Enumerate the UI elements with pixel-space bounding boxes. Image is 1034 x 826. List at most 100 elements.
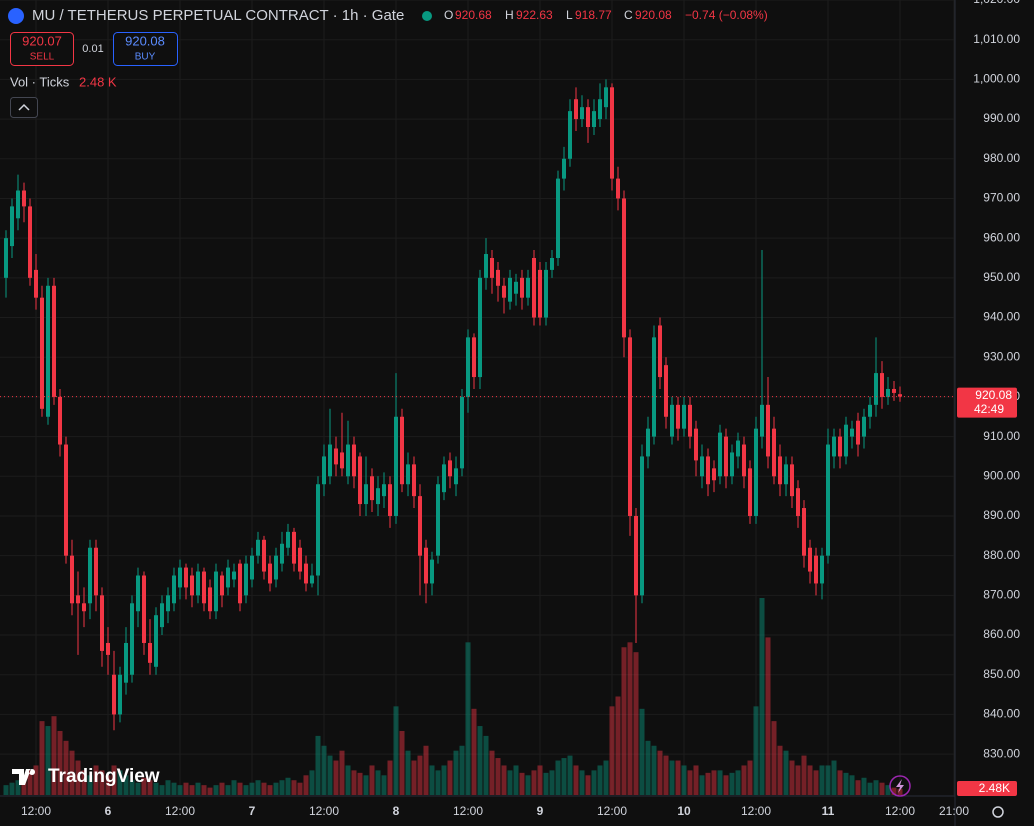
candle-body (628, 337, 632, 516)
volume-bar (27, 770, 33, 795)
candle-body (82, 603, 86, 612)
volume-bar (375, 770, 381, 795)
candle-body (388, 484, 392, 516)
y-tick-label: 950.00 (983, 270, 1020, 284)
volume-bar (711, 770, 717, 795)
volume-bar (219, 782, 225, 795)
candle-body (868, 404, 872, 417)
candle-body (832, 436, 836, 457)
volume-bar (471, 708, 477, 795)
volume-bar (177, 785, 183, 795)
candle-body (850, 428, 854, 437)
y-tick-label: 1,010.00 (973, 32, 1020, 46)
volume-bar (867, 782, 873, 795)
x-tick-label: 9 (537, 804, 544, 818)
volume-bar (315, 735, 321, 795)
volume-bar (861, 777, 867, 795)
candle-body (778, 456, 782, 485)
volume-bar (243, 785, 249, 795)
volume-bar (531, 770, 537, 795)
x-tick-label: 21:00 (939, 804, 969, 818)
candle-body (406, 464, 410, 485)
candle-body (52, 285, 56, 397)
volume-bar (21, 775, 27, 795)
candle-body (886, 388, 890, 397)
candle-body (334, 448, 338, 465)
volume-bar (99, 770, 105, 795)
candle-body (268, 563, 272, 584)
candle-body (412, 464, 416, 497)
volume-bar (759, 598, 765, 795)
x-tick-label: 12:00 (885, 804, 915, 818)
candle-body (676, 404, 680, 429)
x-tick-label: 12:00 (165, 804, 195, 818)
volume-bar (687, 770, 693, 795)
y-tick-label: 910.00 (983, 429, 1020, 443)
status-dot (422, 11, 432, 21)
candle-body (424, 547, 428, 584)
candle-body (844, 424, 848, 457)
candle-body (622, 198, 626, 338)
y-tick-label: 980.00 (983, 151, 1020, 165)
volume-bar (105, 775, 111, 795)
candle-body (532, 257, 536, 318)
candle-body (298, 547, 302, 572)
candle-body (244, 563, 248, 596)
candle-body (502, 285, 506, 298)
candle-body (22, 190, 26, 207)
x-tick-label: 8 (393, 804, 400, 818)
collapse-button[interactable] (10, 97, 38, 118)
volume-bar (417, 755, 423, 795)
volume-bar (381, 775, 387, 795)
candle-body (232, 571, 236, 580)
buy-button[interactable] (113, 32, 178, 66)
volume-bar (225, 785, 231, 795)
symbol-title[interactable]: MU / TETHERUS PERPETUAL CONTRACT · 1h · … (32, 7, 404, 24)
volume-bar (63, 740, 69, 795)
volume-bar (93, 765, 99, 795)
candle-body (34, 269, 38, 298)
candle-body (448, 460, 452, 477)
last-price-box (957, 387, 1017, 418)
candle-body (682, 404, 686, 429)
volume-bar (387, 760, 393, 795)
candle-layer (0, 79, 955, 731)
settings-button[interactable] (992, 806, 1004, 818)
candle-body (640, 456, 644, 596)
volume-bar (603, 760, 609, 795)
candle-body (820, 555, 824, 584)
candle-body (310, 575, 314, 584)
candle-body (586, 107, 590, 128)
volume-bar (789, 760, 795, 795)
candle-body (484, 254, 488, 278)
lightning-button[interactable] (889, 775, 911, 797)
volume-bar (3, 785, 9, 795)
candle-body (748, 468, 752, 516)
volume-bar (459, 745, 465, 795)
volume-bar (207, 787, 213, 795)
candle-body (58, 396, 62, 445)
candle-body (766, 404, 770, 457)
candle-body (124, 642, 128, 683)
volume-bar (765, 637, 771, 795)
sell-price: 920.07 (22, 33, 62, 48)
volume-bar (435, 770, 441, 795)
volume-bar (135, 782, 141, 795)
volume-bar (117, 770, 123, 795)
volume-bar (897, 788, 903, 795)
volume-bar (237, 782, 243, 795)
x-tick-label: 6 (105, 804, 112, 818)
sell-button[interactable] (10, 32, 74, 66)
candle-body (772, 428, 776, 477)
volume-bar (627, 642, 633, 795)
candle-body (430, 559, 434, 584)
volume-bar (195, 782, 201, 795)
volume-bar (855, 780, 861, 795)
volume-bar (129, 780, 135, 795)
volume-bar (681, 765, 687, 795)
candle-body (274, 555, 278, 580)
candle-body (466, 337, 470, 397)
volume-bar (357, 772, 363, 795)
countdown-label: 42:49 (974, 402, 1004, 416)
candle-body (526, 277, 530, 298)
